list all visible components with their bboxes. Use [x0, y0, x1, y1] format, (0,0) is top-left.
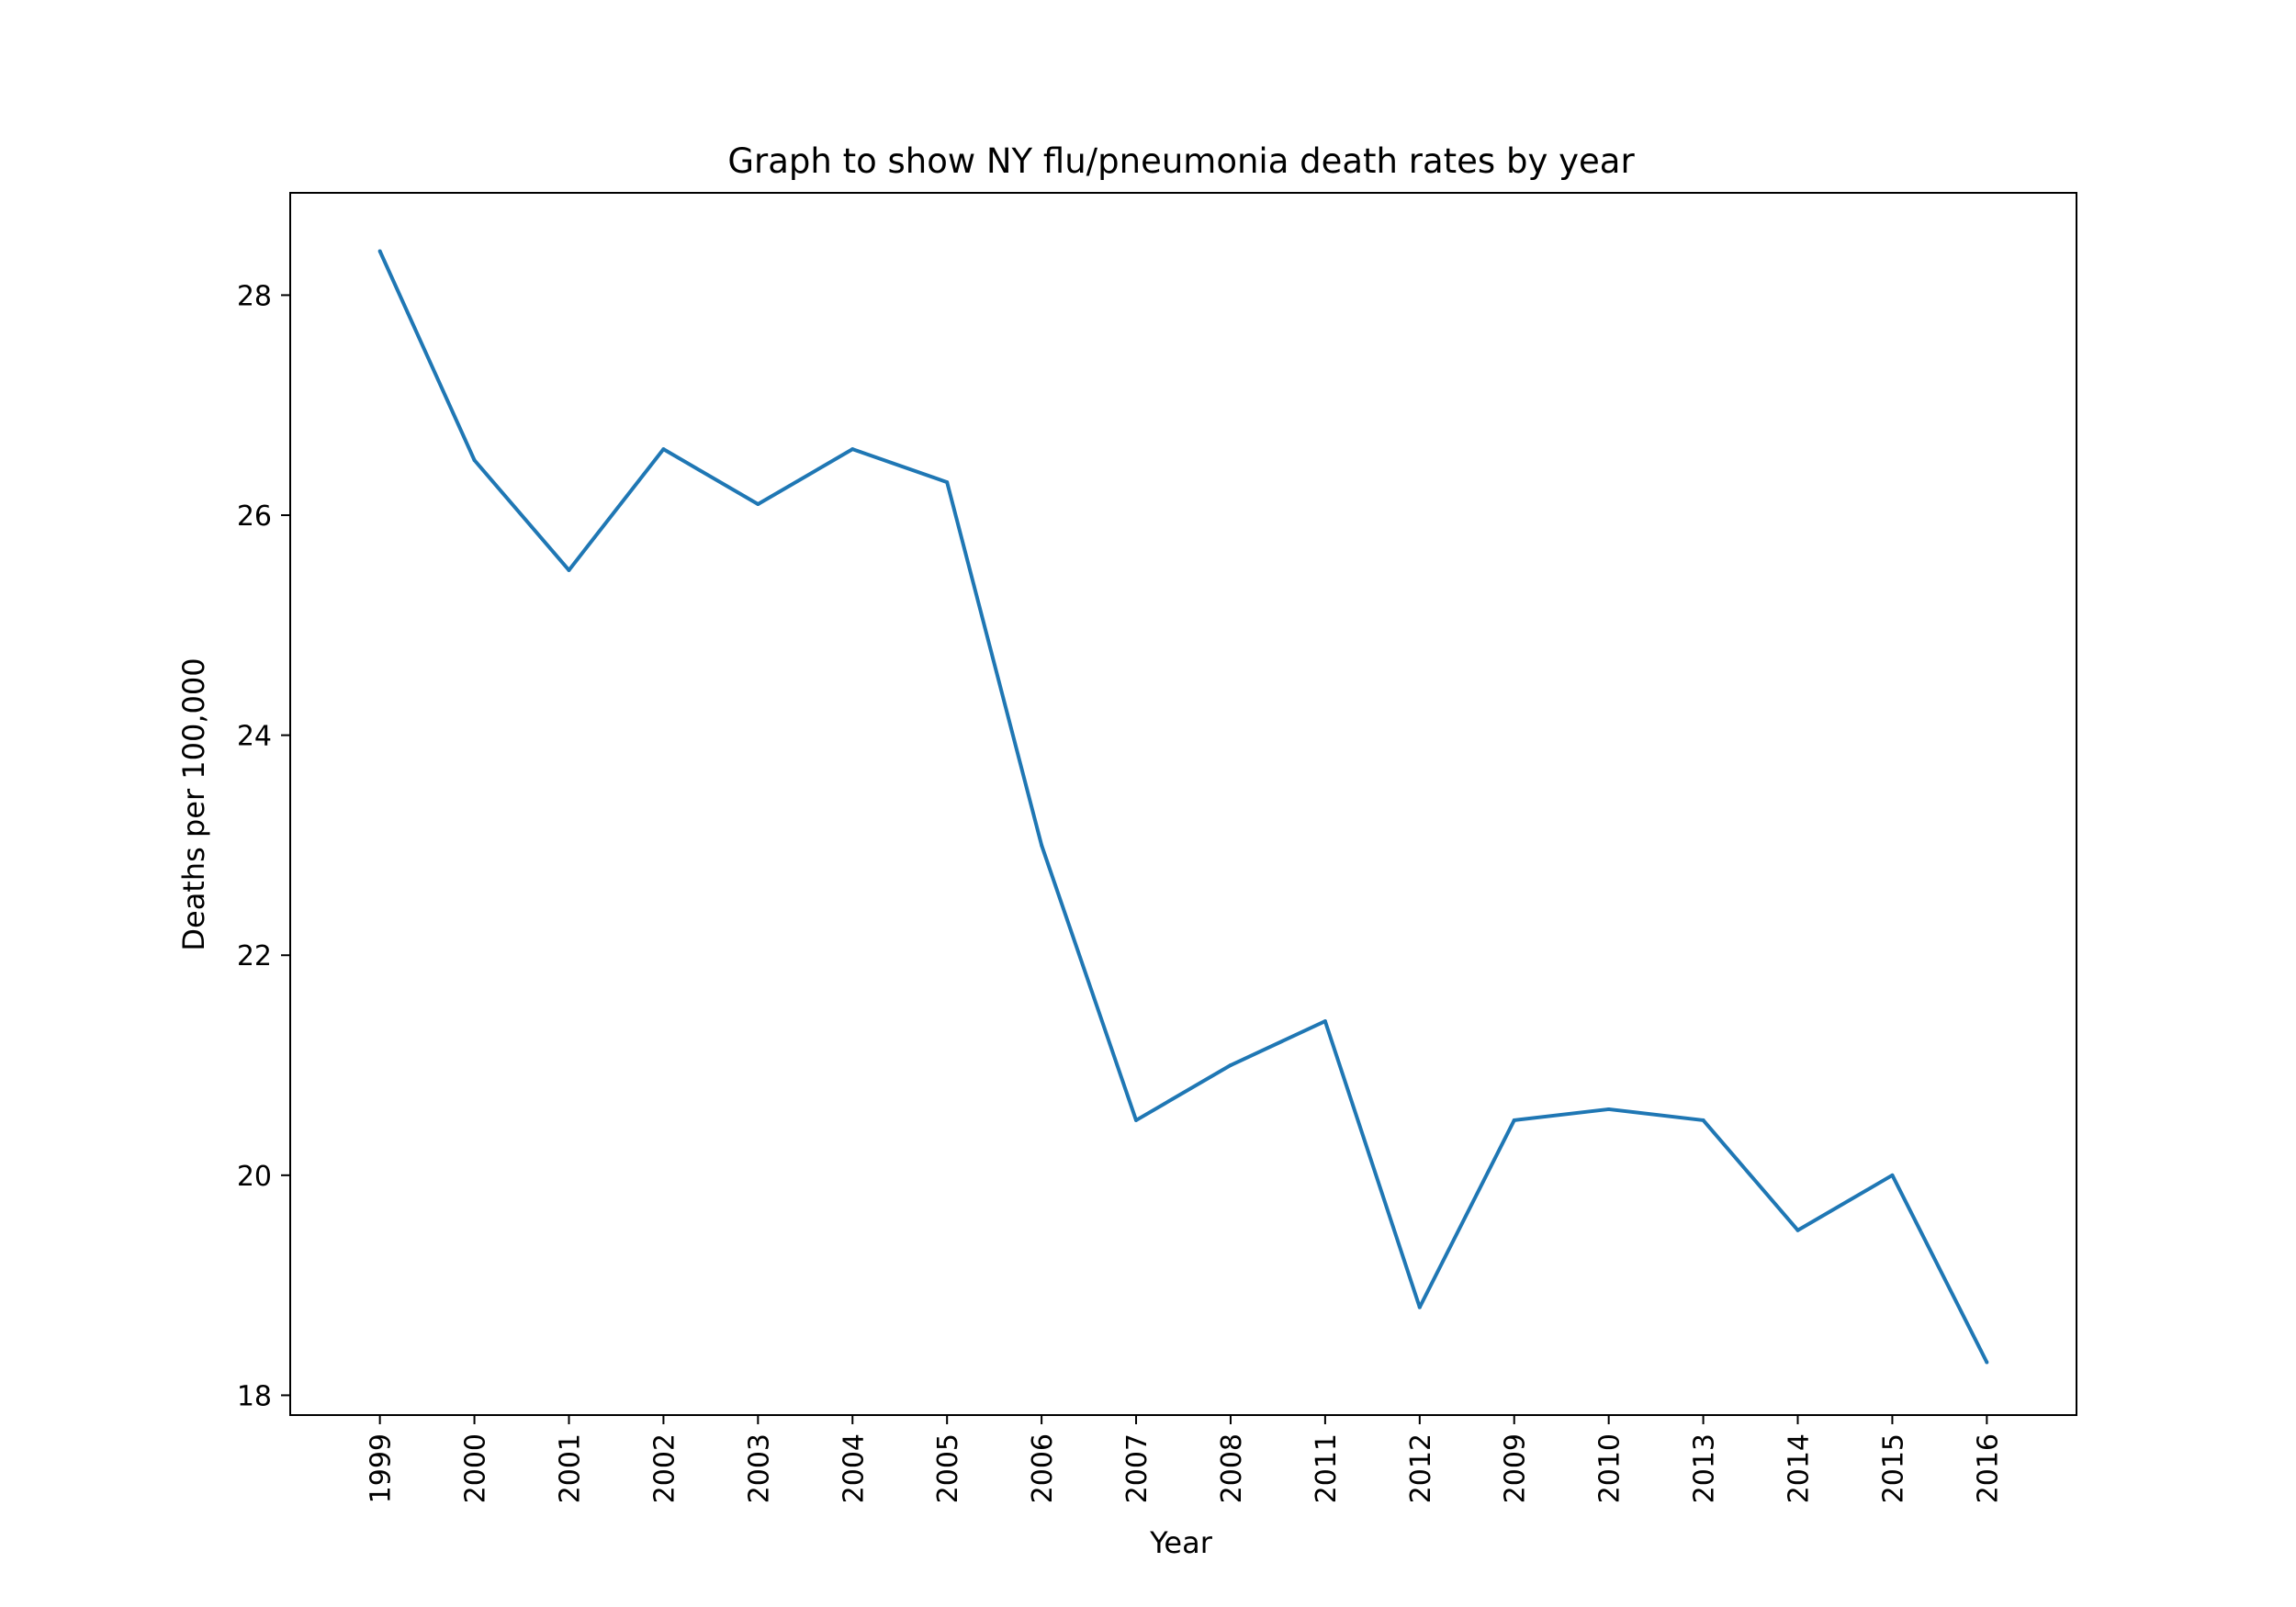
- x-tick-label: 2001: [554, 1433, 586, 1503]
- data-point: [1701, 1118, 1705, 1122]
- x-tick-label: 2009: [1500, 1433, 1532, 1503]
- y-tick-label: 28: [237, 280, 272, 312]
- data-point: [1134, 1118, 1139, 1122]
- x-tick-label: 2014: [1784, 1433, 1816, 1503]
- x-tick-label: 2012: [1405, 1433, 1437, 1503]
- x-tick-label: 2004: [838, 1433, 870, 1503]
- data-point: [1795, 1228, 1800, 1232]
- axes-frame: [289, 192, 2077, 1416]
- y-axis: 18 20 22 24 26 28: [237, 280, 290, 1412]
- x-tick-label: 2000: [460, 1433, 492, 1503]
- x-axis: 1999 2000 2001 2002 2003 2004 2005 2006 2007 2008…: [366, 1415, 2004, 1503]
- data-point: [1512, 1118, 1516, 1122]
- y-tick-label: 24: [237, 721, 272, 753]
- x-tick-label: 2006: [1027, 1433, 1059, 1503]
- x-tick-label: 2007: [1121, 1433, 1154, 1503]
- x-tick-label: 2002: [648, 1433, 681, 1503]
- data-point: [1417, 1305, 1422, 1309]
- data-point: [945, 480, 950, 485]
- x-tick-label: 2015: [1877, 1433, 1909, 1503]
- y-tick-label: 20: [237, 1161, 272, 1193]
- data-point: [1040, 843, 1044, 848]
- y-axis-label: Deaths per 100,000: [176, 657, 211, 950]
- x-tick-label: 2010: [1594, 1433, 1626, 1503]
- data-point: [1606, 1107, 1611, 1111]
- x-tick-label: 2016: [1972, 1433, 2004, 1503]
- data-point: [1228, 1063, 1232, 1068]
- y-tick-label: 18: [237, 1380, 272, 1412]
- x-tick-label: 2005: [932, 1433, 964, 1503]
- data-point: [377, 249, 382, 253]
- x-tick-label: 2013: [1689, 1433, 1721, 1503]
- chart-title: Graph to show NY flu/pneumonia death rat…: [727, 141, 1635, 181]
- data-point: [472, 458, 477, 463]
- x-tick-label: 2011: [1311, 1433, 1343, 1503]
- data-point: [567, 568, 571, 572]
- x-axis-label: Year: [1149, 1525, 1213, 1560]
- y-tick-label: 26: [237, 500, 272, 533]
- data-point: [1890, 1173, 1895, 1177]
- data-point: [1985, 1360, 1989, 1365]
- plot-area: [289, 192, 2077, 1416]
- series-line: [377, 250, 1989, 1364]
- x-tick-label: 2003: [743, 1433, 775, 1503]
- data-point: [756, 502, 760, 507]
- data-point: [661, 447, 666, 452]
- data-point: [850, 447, 855, 452]
- y-tick-label: 22: [237, 940, 272, 972]
- data-point: [1322, 1019, 1327, 1024]
- series-layer: [377, 249, 1989, 1365]
- x-tick-label: 2008: [1216, 1433, 1248, 1503]
- x-tick-label: 1999: [366, 1433, 398, 1503]
